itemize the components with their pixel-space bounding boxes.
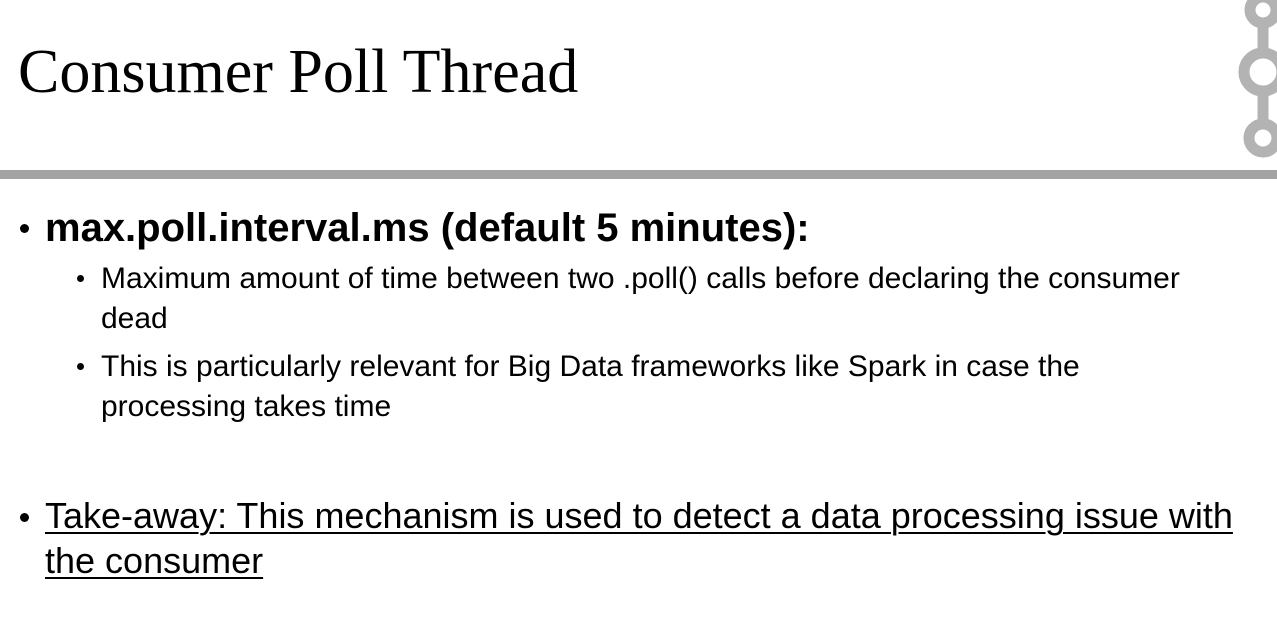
bullet-text: max.poll.interval.ms (default 5 minutes)… (45, 206, 810, 250)
bullet-dot (20, 224, 29, 233)
kafka-logo-icon (1238, 0, 1277, 158)
sub-bullet-item: Maximum amount of time between two .poll… (77, 259, 1247, 339)
sub-bullet-text: This is particularly relevant for Big Da… (101, 350, 1080, 423)
title-divider (0, 170, 1277, 179)
slide-title: Consumer Poll Thread (18, 38, 579, 106)
sub-bullet-item: This is particularly relevant for Big Da… (77, 347, 1247, 427)
bullet-item: max.poll.interval.ms (default 5 minutes)… (20, 204, 1260, 252)
takeaway-text: Take-away: This mechanism is used to det… (45, 495, 1233, 581)
sub-bullet-dot (77, 363, 84, 370)
sub-bullet-text: Maximum amount of time between two .poll… (101, 262, 1180, 335)
bullet-item: Take-away: This mechanism is used to det… (20, 493, 1260, 583)
bullet-dot (20, 513, 29, 522)
sub-bullet-dot (77, 275, 84, 282)
